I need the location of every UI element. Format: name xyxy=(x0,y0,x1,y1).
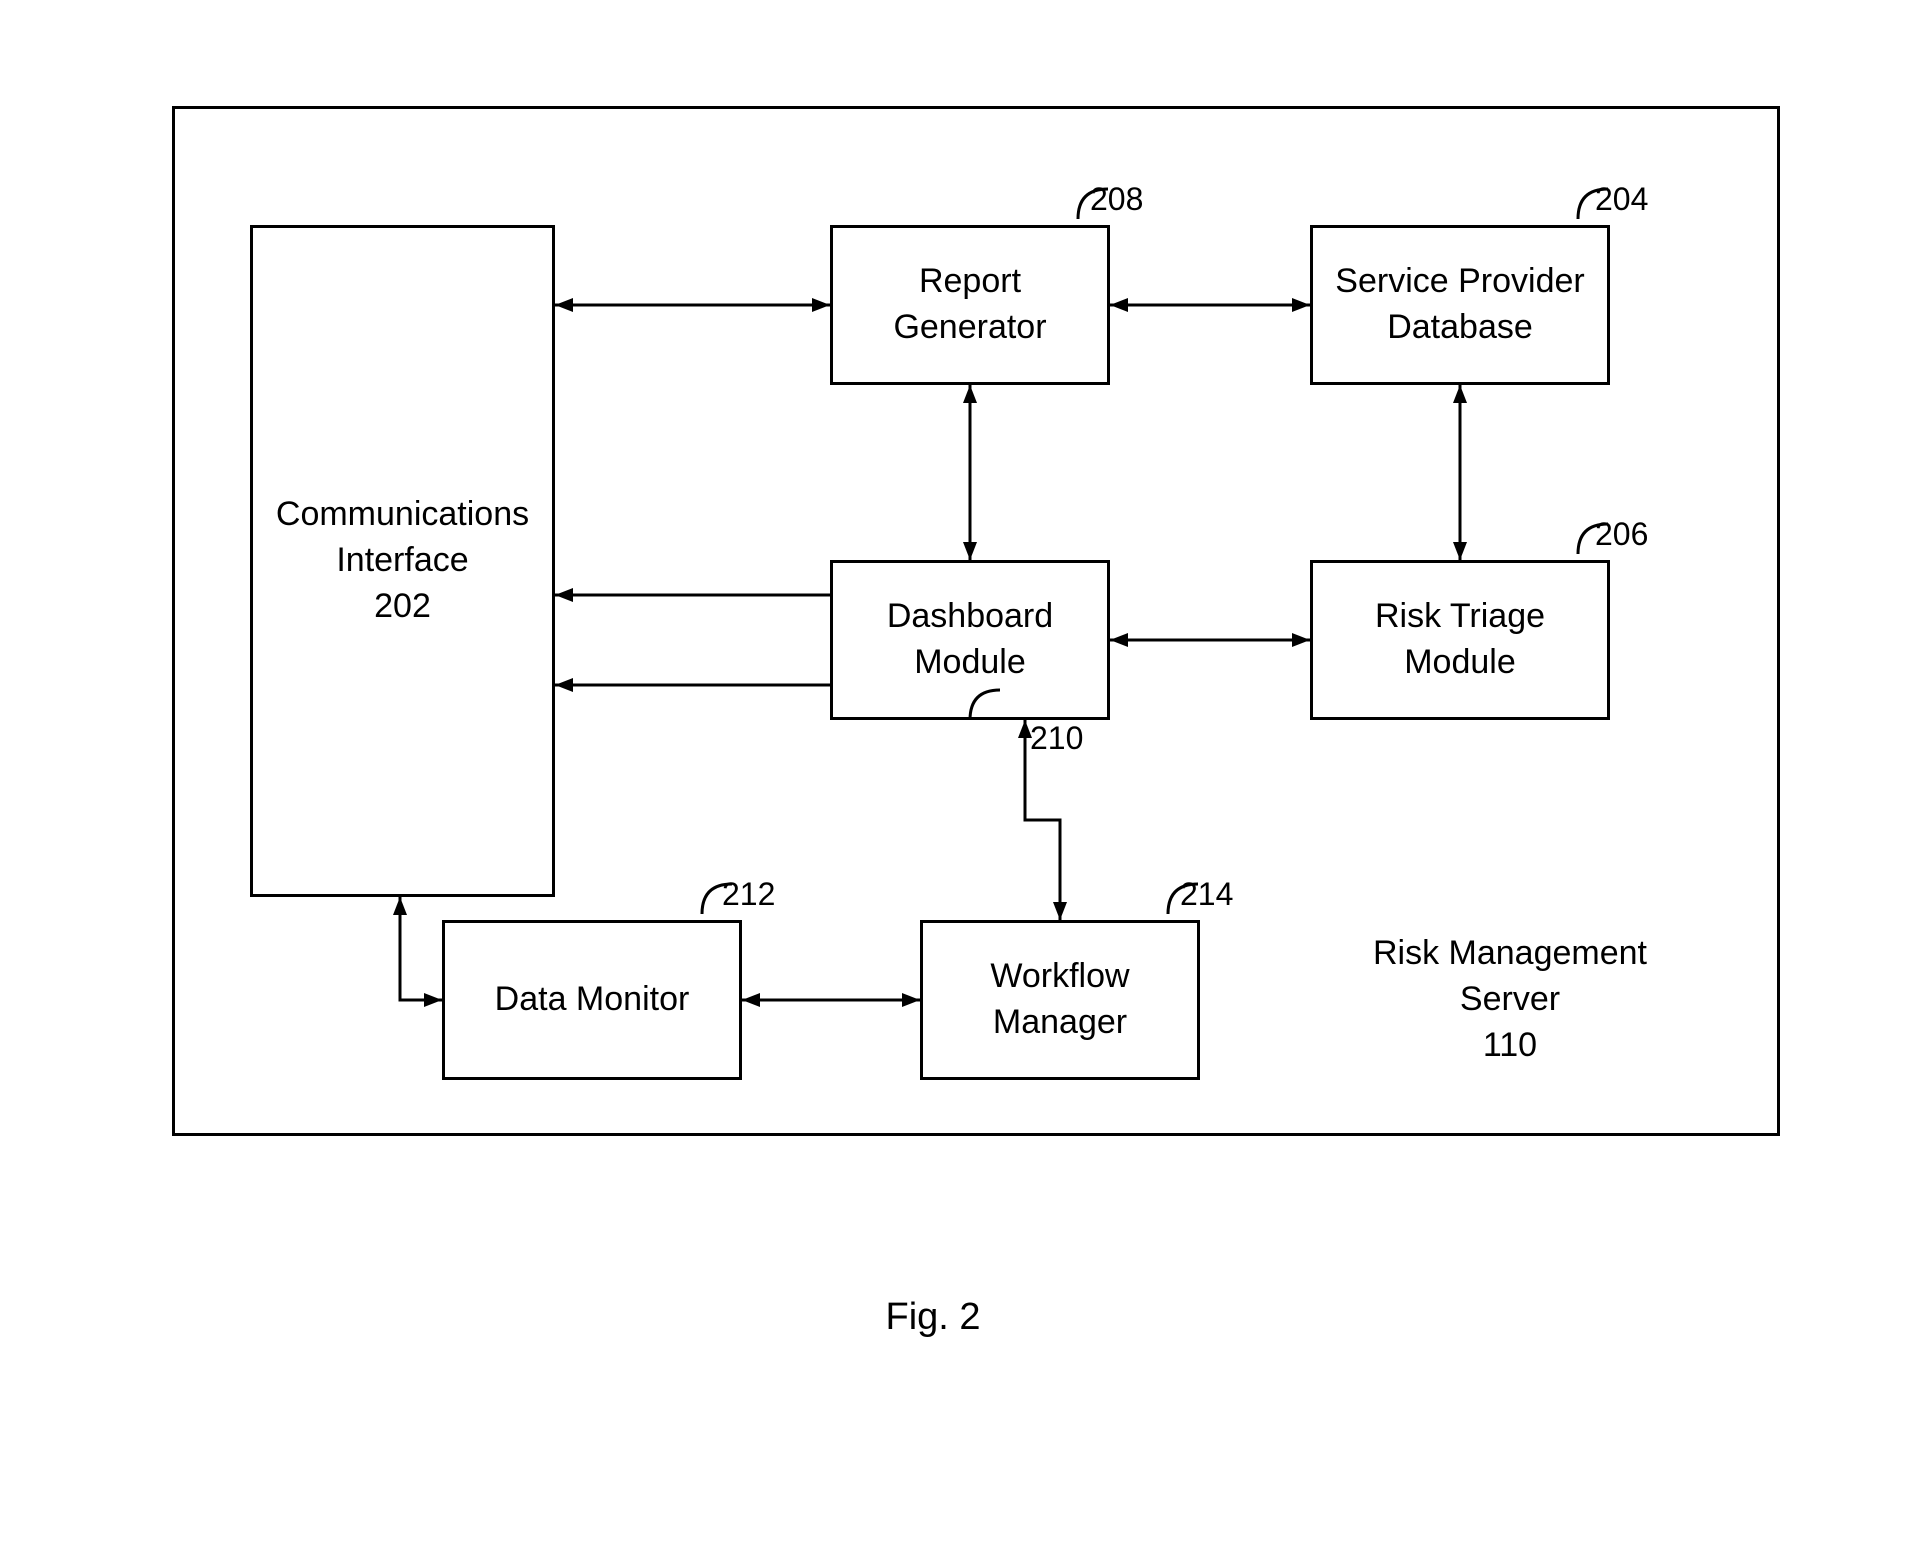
node-datamon: Data Monitor xyxy=(442,920,742,1080)
node-spdb: Service Provider Database xyxy=(1310,225,1610,385)
node-label: Service Provider Database xyxy=(1335,259,1584,351)
node-report: Report Generator xyxy=(830,225,1110,385)
ref-label-risk: 206 xyxy=(1595,516,1648,553)
ref-label-report: 208 xyxy=(1090,181,1143,218)
ref-label-spdb: 204 xyxy=(1595,181,1648,218)
node-workflow: Workflow Manager xyxy=(920,920,1200,1080)
node-label: Data Monitor xyxy=(495,977,690,1023)
ref-label-datamon: 212 xyxy=(722,876,775,913)
node-comm: Communications Interface 202 xyxy=(250,225,555,897)
free-label-text: Risk Management Server 110 xyxy=(1373,931,1647,1069)
node-risk: Risk Triage Module xyxy=(1310,560,1610,720)
ref-label-workflow: 214 xyxy=(1180,876,1233,913)
node-dash: Dashboard Module xyxy=(830,560,1110,720)
node-label: Workflow Manager xyxy=(990,954,1129,1046)
node-label: Communications Interface 202 xyxy=(276,492,529,630)
node-label: Dashboard Module xyxy=(887,594,1053,686)
ref-label-dash: 210 xyxy=(1030,720,1083,757)
diagram-canvas: Communications Interface 202 Report Gener… xyxy=(0,0,1931,1545)
node-label: Risk Triage Module xyxy=(1375,594,1545,686)
node-label: Report Generator xyxy=(893,259,1046,351)
free-label-rms: Risk Management Server 110 xyxy=(1330,920,1690,1080)
figure-caption: Fig. 2 xyxy=(886,1296,981,1339)
